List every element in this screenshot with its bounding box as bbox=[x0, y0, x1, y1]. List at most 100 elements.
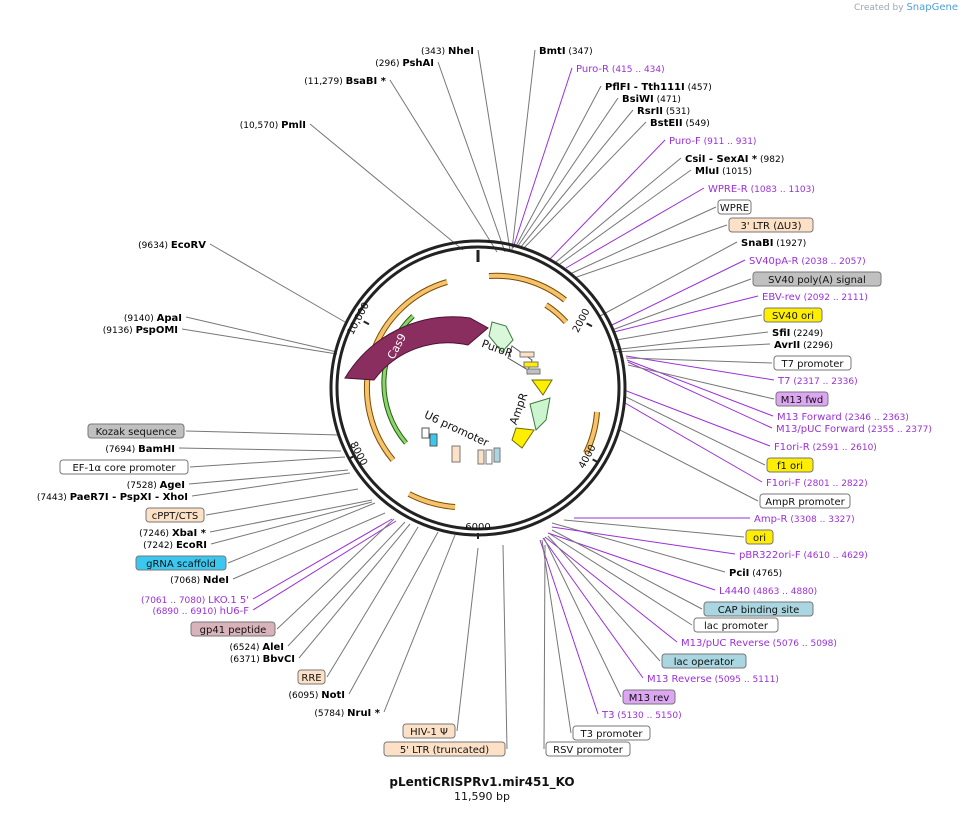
primer-m13-reverse: M13 Reverse (5095 .. 5111) bbox=[647, 674, 779, 685]
feature-box bbox=[752, 271, 882, 287]
enzyme-site-pmli: (10,570) PmlI bbox=[240, 120, 306, 131]
feature-ampr-promoter: AmpR promoter bbox=[759, 493, 851, 509]
feature-grna-scaffold: gRNA scaffold bbox=[135, 555, 227, 571]
enzyme-leader bbox=[437, 61, 506, 253]
ampr-arrow bbox=[529, 397, 551, 431]
feature-box bbox=[190, 621, 276, 637]
primer-pbr322ori-f: pBR322ori-F (4610 .. 4629) bbox=[739, 550, 868, 561]
enzyme-site-bmti: BmtI (347) bbox=[539, 46, 593, 57]
feature-leader bbox=[569, 206, 717, 275]
primer-leader bbox=[624, 402, 763, 483]
primer-label: M13/pUC Forward (2355 .. 2377) bbox=[776, 424, 932, 435]
primer-leader bbox=[549, 139, 666, 260]
enzyme-label: (6371) BbvCI bbox=[230, 654, 295, 665]
primer-label: F1ori-R (2591 .. 2610) bbox=[774, 442, 877, 453]
feature-box bbox=[717, 199, 752, 215]
enzyme-site-pcii: PciI (4765) bbox=[729, 568, 782, 579]
enzyme-leader bbox=[181, 328, 338, 355]
feature-3-ltr-u3: 3' LTR (ΔU3) bbox=[728, 217, 814, 233]
bottom-orange-arc bbox=[408, 492, 456, 509]
enzyme-site-pshai: (296) PshAI bbox=[375, 58, 434, 69]
feature-hiv-1: HIV-1 Ψ bbox=[402, 723, 456, 739]
ltr-box-a bbox=[477, 449, 485, 465]
watermark-prefix: Created by bbox=[854, 3, 904, 13]
enzyme-label: (5784) NruI * bbox=[314, 708, 380, 719]
feature-box-label: AmpR promoter bbox=[765, 497, 845, 508]
enzyme-label: (6095) NotI bbox=[288, 690, 345, 701]
feature-box bbox=[145, 507, 205, 523]
primer-amp-r: Amp-R (3308 .. 3327) bbox=[754, 514, 855, 525]
feature-gp41-peptide: gp41 peptide bbox=[190, 621, 276, 637]
primer-label: (7061 .. 7080) LKO.1 5' bbox=[141, 595, 249, 606]
enzyme-leader bbox=[555, 157, 682, 263]
enzyme-site-sfii: SfiI (2249) bbox=[772, 328, 823, 339]
feature-box-label: gp41 peptide bbox=[200, 625, 267, 636]
enzyme-label: BstEII (549) bbox=[650, 118, 710, 129]
enzyme-leader bbox=[383, 534, 456, 713]
primer-puro-r: Puro-R (415 .. 434) bbox=[576, 64, 665, 75]
enzyme-label: (7443) PaeR7I - PspXI - XhoI bbox=[37, 492, 188, 503]
enzyme-site-pspomi: (9136) PspOMI bbox=[103, 325, 178, 336]
feature-box-label: RSV promoter bbox=[553, 745, 624, 756]
feature-box bbox=[135, 555, 227, 571]
feature-box bbox=[402, 723, 456, 739]
backbone-outer-strand bbox=[329, 239, 627, 537]
feature-leader bbox=[185, 430, 341, 436]
enzyme-leader bbox=[517, 97, 619, 247]
enzyme-label: SnaBI (1927) bbox=[741, 238, 806, 249]
enzyme-label: PflFI - Tth111I (457) bbox=[605, 82, 712, 93]
primer-label: (6890 .. 6910) hU6-F bbox=[152, 606, 249, 617]
small-feature-c bbox=[526, 368, 541, 375]
feature-leader bbox=[543, 544, 546, 750]
ori-arrow bbox=[511, 427, 535, 449]
feature-rsv-promoter: RSV promoter bbox=[545, 741, 631, 757]
primer-leader bbox=[565, 187, 705, 269]
feature-box-label: WPRE bbox=[720, 203, 749, 214]
feature-box bbox=[703, 601, 814, 617]
feature-leader bbox=[619, 429, 759, 502]
enzyme-site-bbvci: (6371) BbvCI bbox=[230, 654, 295, 665]
primer-leader bbox=[613, 295, 759, 333]
enzyme-leader bbox=[232, 512, 386, 580]
primer-label: T7 (2317 .. 2336) bbox=[777, 376, 858, 387]
primer-leader bbox=[544, 536, 678, 643]
primer-f1ori-r: F1ori-R (2591 .. 2610) bbox=[774, 442, 877, 453]
feature-box-label: ori bbox=[753, 533, 766, 544]
enzyme-label: (7068) NdeI bbox=[170, 575, 229, 586]
small-feature-b bbox=[523, 361, 539, 368]
enzyme-leader bbox=[515, 85, 602, 247]
enzyme-label: CsiI - SexAI * (982) bbox=[685, 154, 784, 165]
primer-label: F1ori-F (2801 .. 2822) bbox=[766, 478, 868, 489]
ltr-box-b bbox=[485, 449, 493, 465]
inner-label-ampr: AmpR bbox=[507, 391, 531, 427]
feature-box bbox=[59, 459, 189, 475]
feature-leader bbox=[205, 488, 359, 516]
feature-lac-promoter: lac promoter bbox=[693, 617, 779, 633]
feature-box bbox=[775, 391, 829, 407]
puror-arrow bbox=[488, 321, 514, 353]
feature-m13-fwd: M13 fwd bbox=[775, 391, 829, 407]
enzyme-label: (343) NheI bbox=[421, 46, 474, 57]
feature-ef-1-core-promoter: EF-1α core promoter bbox=[59, 459, 189, 475]
primer-leader bbox=[626, 359, 774, 417]
tick-label-6000: 6000 bbox=[465, 522, 490, 533]
feature-sv40-ori: SV40 ori bbox=[763, 307, 823, 323]
feature-box bbox=[745, 529, 774, 545]
primer-ebv-rev: EBV-rev (2092 .. 2111) bbox=[762, 292, 868, 303]
right-orange-arc bbox=[584, 411, 599, 454]
primer-label: M13 Reverse (5095 .. 5111) bbox=[647, 674, 779, 685]
feature-rre: RRE bbox=[297, 669, 326, 685]
enzyme-label: SfiI (2249) bbox=[772, 328, 823, 339]
enzyme-site-bsteii: BstEII (549) bbox=[650, 118, 710, 129]
enzyme-site-avrii: AvrII (2296) bbox=[774, 340, 833, 351]
primer-leader bbox=[551, 526, 736, 555]
enzyme-leader bbox=[613, 343, 771, 353]
feature-box bbox=[87, 423, 185, 439]
primer-label: M13/pUC Reverse (5076 .. 5098) bbox=[681, 638, 837, 649]
feature-box-label: SV40 ori bbox=[772, 311, 814, 322]
enzyme-leader bbox=[178, 447, 342, 452]
enzyme-leader bbox=[191, 472, 351, 497]
feature-box bbox=[383, 741, 506, 757]
enzyme-site-ndei: (7068) NdeI bbox=[170, 575, 229, 586]
feature-leader bbox=[623, 395, 766, 466]
